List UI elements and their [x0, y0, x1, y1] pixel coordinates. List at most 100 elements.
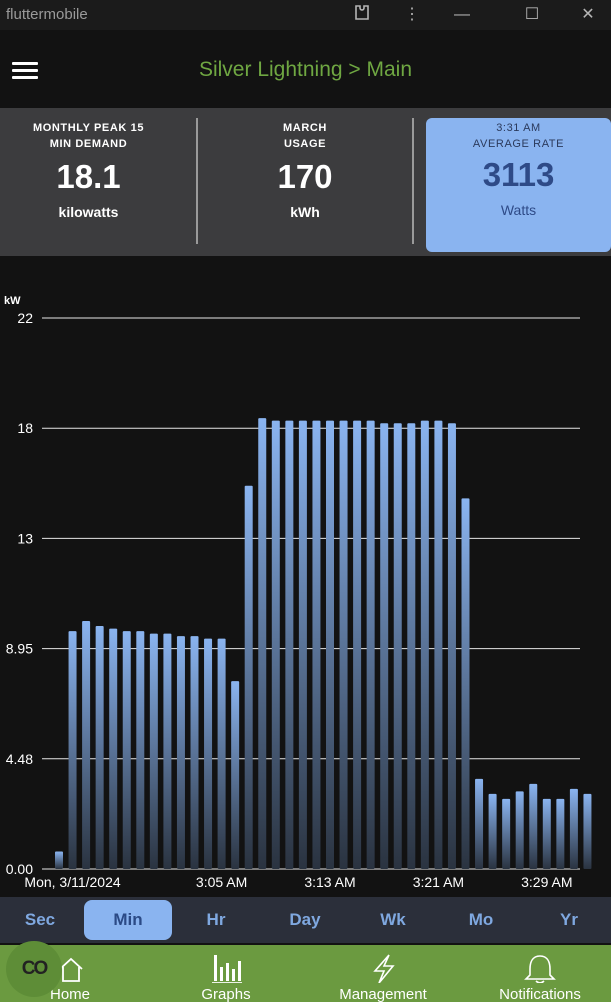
- chart-bar: [285, 420, 294, 869]
- chart-bar: [339, 420, 348, 869]
- nav-notifications-label: Notifications: [499, 986, 581, 1002]
- average-rate-card[interactable]: 3:31 AM AVERAGE RATE 3113 Watts: [426, 118, 611, 252]
- peak-demand-value: 18.1: [56, 158, 121, 195]
- tab-mo[interactable]: Mo: [468, 910, 494, 929]
- peak-demand-label-2: MIN DEMAND: [49, 138, 128, 150]
- chart-bar: [556, 798, 565, 869]
- chart-bar: [190, 636, 199, 869]
- stats-divider: [196, 118, 198, 244]
- peak-demand-unit: kilowatts: [58, 204, 119, 220]
- tab-min[interactable]: Min: [84, 900, 172, 940]
- chart-bar: [149, 633, 158, 869]
- chart-bar: [258, 418, 267, 869]
- nav-graphs[interactable]: Graphs: [156, 945, 296, 1002]
- chart-bar: [163, 633, 172, 869]
- chart-bar: [55, 851, 63, 869]
- bottom-navigation: Home Graphs Management Notifications: [0, 945, 611, 1002]
- y-tick-label: 0.00: [6, 861, 33, 877]
- chart-bar: [231, 681, 240, 869]
- link-fab-button[interactable]: CO: [6, 941, 62, 997]
- lightning-icon: [313, 953, 453, 984]
- tab-yr[interactable]: Yr: [560, 910, 578, 929]
- chart-bar: [407, 423, 416, 869]
- chart-bar: [393, 423, 402, 869]
- close-icon[interactable]: ✕: [581, 6, 595, 23]
- tab-wk[interactable]: Wk: [380, 910, 406, 929]
- nav-management-label: Management: [339, 986, 427, 1002]
- chart-bar: [515, 791, 524, 869]
- nav-graphs-label: Graphs: [201, 986, 251, 1002]
- usage-unit: kWh: [290, 204, 320, 220]
- x-tick-label: 3:21 AM: [413, 874, 464, 890]
- tab-day[interactable]: Day: [289, 910, 321, 929]
- chart-bar: [122, 631, 131, 869]
- monthly-usage-card: MARCH USAGE 170 kWh: [215, 108, 395, 256]
- chart-bar: [434, 420, 443, 869]
- bar-chart-icon: [156, 953, 296, 984]
- chart-bar: [68, 631, 77, 869]
- link-icon: CO: [21, 958, 49, 979]
- chart-bar: [461, 498, 470, 869]
- chart-bar: [380, 423, 389, 869]
- chart-bar: [326, 420, 334, 869]
- chart-bar: [529, 783, 538, 869]
- usage-value: 170: [277, 158, 333, 195]
- chart-bar: [312, 420, 321, 869]
- chart-bar: [271, 420, 280, 869]
- chart-bar: [488, 793, 497, 869]
- chart-bar: [569, 788, 578, 869]
- rate-time-label: 3:31 AM: [496, 122, 541, 134]
- nav-notifications[interactable]: Notifications: [470, 945, 610, 1002]
- y-tick-label: 13: [17, 530, 33, 546]
- y-tick-label: 4.48: [6, 751, 33, 767]
- window-titlebar: fluttermobile ⋮ — ☐ ✕: [0, 0, 611, 30]
- peak-demand-card: MONTHLY PEAK 15 MIN DEMAND 18.1 kilowatt…: [0, 108, 177, 256]
- hamburger-menu-icon[interactable]: [12, 62, 38, 80]
- nav-home-label: Home: [49, 986, 90, 1002]
- usage-label-2: USAGE: [283, 138, 327, 150]
- rate-unit: Watts: [500, 202, 537, 218]
- chart-bar: [204, 638, 213, 869]
- chart-bar: [502, 798, 511, 869]
- stats-divider: [412, 118, 414, 244]
- window-title: fluttermobile: [6, 6, 88, 23]
- minimize-icon[interactable]: —: [454, 6, 470, 23]
- chart-bar: [217, 638, 226, 869]
- maximize-icon[interactable]: ☐: [524, 6, 540, 23]
- chart-bar: [583, 793, 592, 869]
- page-title: Silver Lightning > Main: [198, 58, 413, 81]
- chart-bar: [136, 631, 145, 869]
- chart-bar: [95, 626, 104, 869]
- tab-hr[interactable]: Hr: [206, 910, 226, 929]
- chart-bar: [366, 420, 375, 869]
- nav-management[interactable]: Management: [313, 945, 453, 1002]
- tab-sec[interactable]: Sec: [24, 910, 56, 929]
- stats-panel: MONTHLY PEAK 15 MIN DEMAND 18.1 kilowatt…: [0, 108, 611, 256]
- chart-bar: [298, 420, 307, 869]
- chart-bar: [475, 778, 484, 869]
- rate-label: AVERAGE RATE: [472, 138, 565, 150]
- chart-bar: [353, 420, 362, 869]
- extension-icon[interactable]: [350, 3, 374, 27]
- home-icon: [0, 953, 140, 983]
- y-tick-label: 22: [17, 310, 33, 326]
- chart-bar: [447, 423, 456, 869]
- x-tick-label: Mon, 3/11/2024: [24, 874, 120, 890]
- chart-bar: [244, 485, 253, 869]
- time-range-tabs: Sec Min Hr Day Wk Mo Yr: [0, 897, 611, 943]
- x-tick-label: 3:29 AM: [521, 874, 572, 890]
- chart-bar: [176, 636, 185, 869]
- chart-bar: [109, 628, 118, 869]
- peak-demand-label-1: MONTHLY PEAK 15: [32, 122, 145, 134]
- bell-icon: [470, 953, 610, 984]
- more-options-icon[interactable]: ⋮: [404, 6, 420, 23]
- y-tick-label: 8.95: [6, 641, 33, 657]
- x-tick-label: 3:13 AM: [304, 874, 355, 890]
- usage-label-1: MARCH: [283, 122, 327, 134]
- chart-bar: [542, 798, 551, 869]
- x-tick-label: 3:05 AM: [196, 874, 247, 890]
- chart-bar: [420, 420, 429, 869]
- chart-bar: [82, 621, 91, 869]
- nav-home[interactable]: Home: [0, 945, 140, 1002]
